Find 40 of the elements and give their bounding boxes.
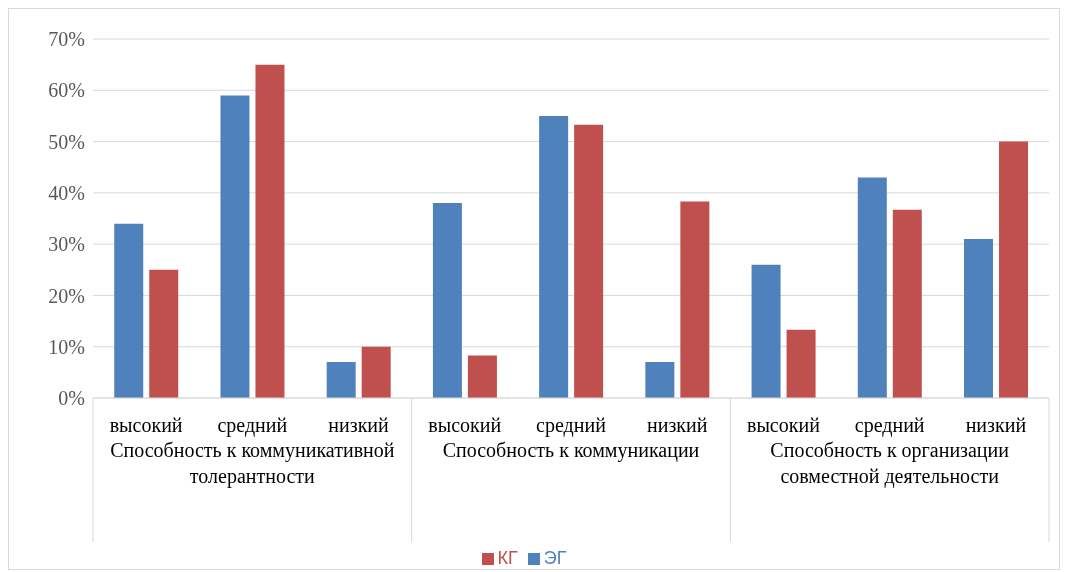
bar — [999, 141, 1029, 398]
x-tick-label: низкий — [647, 414, 708, 436]
y-tick-label: 40% — [48, 181, 85, 204]
bar — [857, 177, 887, 398]
x-tick-label: высокий — [428, 414, 502, 436]
bar — [255, 64, 285, 398]
y-tick-label: 60% — [48, 79, 85, 102]
bar — [149, 269, 179, 398]
bar — [892, 209, 922, 398]
bar — [574, 124, 604, 398]
x-tick-label: низкий — [965, 414, 1027, 436]
legend-label: ЭГ — [543, 548, 567, 568]
bar — [326, 362, 356, 398]
x-tick-label: средний — [217, 414, 288, 437]
legend-label: КГ — [497, 548, 518, 568]
y-tick-label: 50% — [48, 130, 85, 153]
bar — [786, 329, 816, 398]
bar — [751, 264, 781, 398]
bar — [645, 362, 675, 398]
bar — [114, 223, 144, 398]
text: Способность к коммуникации — [441, 438, 701, 463]
y-tick-label: 20% — [48, 284, 85, 307]
y-tick-label: 30% — [48, 233, 85, 256]
bar — [680, 201, 710, 398]
bar — [220, 95, 250, 398]
x-tick-label: средний — [536, 414, 607, 437]
y-tick-label: 10% — [48, 335, 85, 358]
bar — [432, 203, 462, 398]
x-tick-label: высокий — [109, 414, 183, 436]
text: Способность к организации совместной деятельности — [769, 438, 1010, 489]
bar — [964, 239, 994, 398]
bar — [467, 355, 497, 398]
y-tick-label: 70% — [48, 28, 85, 51]
text: Способность к коммуникативной толерантности — [109, 438, 396, 489]
x-tick-label: низкий — [328, 414, 390, 436]
x-tick-label: средний — [854, 414, 925, 437]
bar — [361, 346, 391, 398]
bar — [539, 115, 569, 398]
x-tick-label: высокий — [747, 414, 821, 436]
y-tick-label: 0% — [58, 387, 85, 410]
